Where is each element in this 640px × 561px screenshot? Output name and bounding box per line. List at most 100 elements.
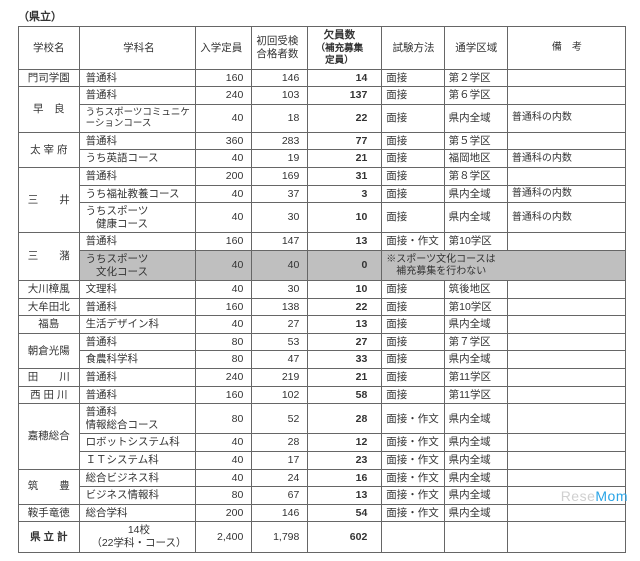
cell-pass: 40 (252, 250, 308, 280)
cell-vacancy: 21 (308, 369, 382, 387)
cell-cap: 2,400 (196, 522, 252, 552)
cell-exam: 面接 (382, 167, 444, 185)
cell-exam: 面接 (382, 298, 444, 316)
cell-remark: 普通科の内数 (507, 185, 625, 203)
cell-dept: 文理科 (79, 281, 196, 299)
cell-dept: 生活デザイン科 (79, 316, 196, 334)
cell-vacancy: 22 (308, 298, 382, 316)
cell-district: 第11学区 (444, 369, 507, 387)
cell-school: 田 川 (19, 369, 80, 387)
cell-vacancy: 0 (308, 250, 382, 280)
cell-dept: うちスポーツ 健康コース (79, 203, 196, 233)
cell-district: 県内全域 (444, 351, 507, 369)
cell-blank (382, 522, 444, 552)
cell-vacancy: 13 (308, 233, 382, 251)
table-row: 大川樟風文理科403010面接筑後地区 (19, 281, 626, 299)
table-row: 鞍手竜徳総合学科20014654面接・作文県内全域 (19, 504, 626, 522)
table-row: 西 田 川普通科16010258面接第11学区 (19, 386, 626, 404)
cell-pass: 27 (252, 316, 308, 334)
cell-remark (507, 386, 625, 404)
cell-remark (507, 233, 625, 251)
table-row: 門司学園普通科16014614面接第２学区 (19, 69, 626, 87)
cell-vacancy: 13 (308, 487, 382, 505)
cell-remark (507, 504, 625, 522)
cell-capacity: 40 (196, 185, 252, 203)
cell-vacancy: 3 (308, 185, 382, 203)
cell-dept: 総合ビジネス科 (79, 469, 196, 487)
table-row: 筑 豊総合ビジネス科402416面接・作文県内全域 (19, 469, 626, 487)
cell-capacity: 160 (196, 233, 252, 251)
cell-pass: 52 (252, 404, 308, 434)
cell-pass: 103 (252, 87, 308, 105)
cell-district: 県内全域 (444, 203, 507, 233)
cell-pass: 146 (252, 69, 308, 87)
cell-remark (507, 298, 625, 316)
cell-capacity: 40 (196, 250, 252, 280)
cell-capacity: 200 (196, 167, 252, 185)
cell-dept: 普通科 (79, 298, 196, 316)
cell-district: 県内全域 (444, 104, 507, 132)
cell-pass: 37 (252, 185, 308, 203)
cell-capacity: 160 (196, 386, 252, 404)
table-row: 大牟田北普通科16013822面接第10学区 (19, 298, 626, 316)
cell-district: 第10学区 (444, 233, 507, 251)
cell-remark (507, 281, 625, 299)
cell-vacancy: 23 (308, 452, 382, 470)
cell-dept: 14校（22学科・コース） (79, 522, 196, 552)
cell-exam: 面接 (382, 104, 444, 132)
cell-capacity: 160 (196, 298, 252, 316)
table-body: 門司学園普通科16014614面接第２学区早 良普通科240103137面接第６… (19, 69, 626, 552)
cell-capacity: 40 (196, 316, 252, 334)
cell-district: 筑後地区 (444, 281, 507, 299)
cell-school: 福島 (19, 316, 80, 334)
table-row: ＩＴシステム科401723面接・作文県内全域 (19, 452, 626, 470)
cell-pass: 47 (252, 351, 308, 369)
cell-pass: 147 (252, 233, 308, 251)
total-row: 県 立 計14校（22学科・コース）2,4001,798602 (19, 522, 626, 552)
cell-capacity: 40 (196, 434, 252, 452)
cell-district: 第２学区 (444, 69, 507, 87)
col-district: 通学区域 (444, 27, 507, 70)
cell-district: 県内全域 (444, 487, 507, 505)
cell-pass: 19 (252, 150, 308, 168)
table-row: うち英語コース401921面接福岡地区普通科の内数 (19, 150, 626, 168)
cell-dept: 普通科 (79, 69, 196, 87)
cell-exam: 面接・作文 (382, 452, 444, 470)
cell-district: 第11学区 (444, 386, 507, 404)
cell-remark (507, 333, 625, 351)
cell-school: 大牟田北 (19, 298, 80, 316)
cell-exam: 面接 (382, 281, 444, 299)
cell-exam: 面接・作文 (382, 404, 444, 434)
cell-exam: 面接・作文 (382, 233, 444, 251)
cell-exam: 面接 (382, 316, 444, 334)
cell-capacity: 160 (196, 69, 252, 87)
table-row: 太 宰 府普通科36028377面接第５学区 (19, 132, 626, 150)
cell-pass: 53 (252, 333, 308, 351)
table-row: 福島生活デザイン科402713面接県内全域 (19, 316, 626, 334)
cell-pass: 169 (252, 167, 308, 185)
cell-capacity: 80 (196, 487, 252, 505)
cell-dept: 普通科 (79, 386, 196, 404)
cell-district: 県内全域 (444, 404, 507, 434)
cell-school: 嘉穂総合 (19, 404, 80, 469)
cell-pass: 18 (252, 104, 308, 132)
cell-district: 第７学区 (444, 333, 507, 351)
cell-dept: 普通科 (79, 369, 196, 387)
cell-dept: 普通科情報総合コース (79, 404, 196, 434)
cell-remark-merged: ※スポーツ文化コースは 補充募集を行わない (382, 250, 626, 280)
cell-vacancy: 31 (308, 167, 382, 185)
cell-school: 筑 豊 (19, 469, 80, 504)
cell-pass: 30 (252, 203, 308, 233)
cell-school: 県 立 計 (19, 522, 80, 552)
watermark: ReseMom (561, 488, 628, 504)
cell-remark (507, 69, 625, 87)
cell-school: 門司学園 (19, 69, 80, 87)
cell-exam: 面接・作文 (382, 469, 444, 487)
cell-remark: 普通科の内数 (507, 104, 625, 132)
cell-dept: ＩＴシステム科 (79, 452, 196, 470)
cell-capacity: 40 (196, 150, 252, 168)
col-dept: 学科名 (79, 27, 196, 70)
cell-vacancy: 13 (308, 316, 382, 334)
cell-district: 県内全域 (444, 469, 507, 487)
cell-dept: 総合学科 (79, 504, 196, 522)
